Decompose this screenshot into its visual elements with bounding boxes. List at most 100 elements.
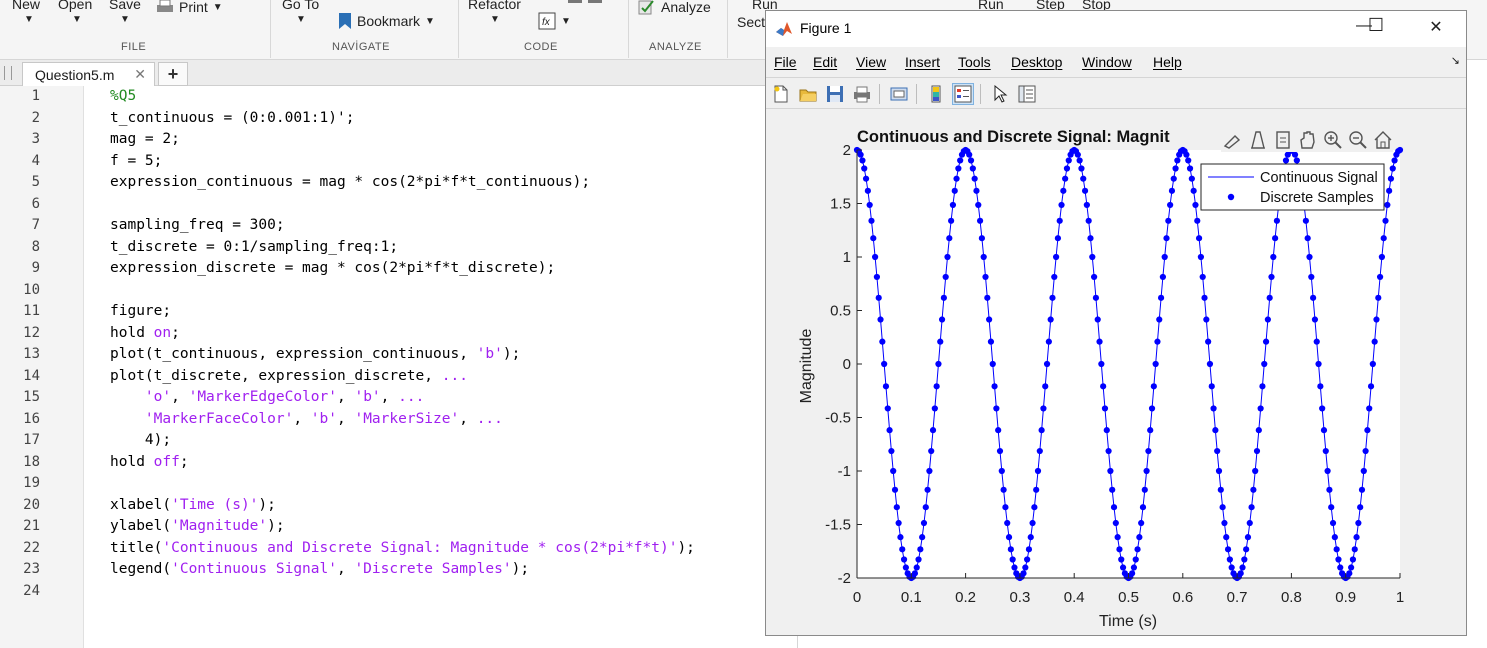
step-button[interactable]: Step [1036, 0, 1065, 12]
data-tips-icon[interactable] [1251, 131, 1265, 149]
property-editor-icon[interactable] [1016, 83, 1038, 105]
new-dropdown-arrow[interactable]: ▼ [24, 14, 34, 25]
code-format-dropdown-arrow[interactable]: ▼ [561, 15, 571, 27]
y-tick-label: -0.5 [825, 410, 851, 427]
discrete-sample-point [1322, 447, 1329, 455]
separator [270, 0, 271, 58]
pan-icon[interactable] [1300, 131, 1315, 149]
tab-question5[interactable]: Question5.m ✕ [22, 62, 155, 86]
line-number: 12 [23, 324, 40, 341]
discrete-sample-point [902, 564, 909, 571]
discrete-sample-point [1261, 360, 1268, 368]
code-line[interactable]: t_discrete = 0:1/sampling_freq:1; [110, 238, 399, 255]
discrete-sample-point [1183, 151, 1190, 158]
open-button[interactable]: Open [58, 0, 93, 12]
discrete-sample-point [1083, 201, 1090, 209]
restore-view-icon[interactable] [1276, 131, 1290, 149]
dock-figure-icon[interactable]: ↘ [1450, 55, 1460, 67]
colorbar-icon[interactable] [925, 83, 947, 105]
print-button[interactable]: Print ▼ [156, 0, 223, 18]
save-dropdown-arrow[interactable]: ▼ [120, 14, 130, 25]
code-line[interactable]: expression_continuous = mag * cos(2*pi*f… [110, 174, 591, 190]
code-line[interactable]: 'o', 'MarkerEdgeColor', 'b', ... [144, 389, 425, 405]
code-line[interactable]: title('Continuous and Discrete Signal: M… [110, 539, 695, 556]
legend[interactable]: Continuous Signal Discrete Samples [1200, 163, 1385, 211]
legend-icon[interactable] [952, 83, 974, 105]
refactor-dropdown-arrow[interactable]: ▼ [490, 14, 500, 25]
code-line[interactable]: legend('Continuous Signal', 'Discrete Sa… [110, 561, 530, 577]
discrete-sample-point [1062, 175, 1069, 182]
discrete-sample-point [951, 187, 958, 194]
menu-file[interactable]: File [774, 54, 797, 70]
save-icon[interactable] [824, 83, 846, 105]
menu-insert[interactable]: Insert [905, 54, 941, 70]
menu-tools[interactable]: Tools [958, 54, 991, 70]
discrete-sample-point [1005, 534, 1013, 541]
code-line[interactable]: 4); [110, 432, 172, 448]
refactor-button[interactable]: Refactor [468, 0, 521, 12]
menu-edit[interactable]: Edit [813, 54, 838, 70]
bookmark-button[interactable]: Bookmark ▼ [338, 10, 435, 32]
close-tab-icon[interactable]: ✕ [134, 66, 146, 82]
code-line[interactable]: hold off; [110, 453, 189, 470]
code-line[interactable]: plot(t_discrete, expression_discrete, ..… [110, 367, 468, 384]
print-preview-icon[interactable] [888, 83, 910, 105]
open-dropdown-arrow[interactable]: ▼ [72, 14, 82, 25]
goto-button[interactable]: Go To [282, 0, 320, 12]
code-line[interactable]: %Q5 [110, 88, 137, 104]
menu-window[interactable]: Window [1082, 54, 1132, 70]
code-line[interactable]: hold on; [110, 324, 180, 341]
code-line[interactable]: t_continuous = (0:0.001:1)'; [110, 109, 355, 126]
discrete-sample-point [955, 165, 962, 172]
discrete-sample-point [1107, 467, 1114, 475]
code-line[interactable]: xlabel('Time (s)'); [110, 496, 276, 513]
bookmark-dropdown-arrow[interactable]: ▼ [425, 15, 435, 27]
run-button[interactable]: Run [978, 0, 1004, 12]
line-number: 14 [23, 367, 40, 384]
discrete-sample-point [857, 151, 864, 158]
brush-icon[interactable] [1223, 135, 1241, 149]
print-dropdown-arrow[interactable]: ▼ [212, 1, 223, 13]
menu-help[interactable]: Help [1153, 54, 1182, 70]
tab-scroll-handle[interactable] [4, 66, 12, 80]
close-window-button[interactable]: ✕ [1429, 19, 1443, 36]
new-figure-icon[interactable] [770, 83, 792, 105]
run-section-button[interactable]: Run [752, 0, 778, 12]
menu-view[interactable]: View [856, 54, 887, 70]
minimize-button[interactable]: — [1356, 17, 1372, 34]
discrete-sample-point [1223, 534, 1230, 541]
zoom-in-icon[interactable] [1324, 131, 1342, 149]
menu-desktop[interactable]: Desktop [1011, 54, 1063, 70]
code-format-button[interactable]: fx ▼ [538, 10, 571, 32]
code-line[interactable]: mag = 2; [110, 131, 180, 147]
discrete-sample-point [1291, 151, 1299, 158]
code-line[interactable]: expression_discrete = mag * cos(2*pi*f*t… [110, 260, 556, 276]
chart-svg[interactable]: 0 0.1 0.2 0.3 0.4 0.5 0.6 0.7 0.8 0.9 1 21.510.50-… [766, 110, 1466, 635]
line-number: 9 [31, 260, 40, 276]
print-icon[interactable] [851, 83, 873, 105]
discrete-sample-point [922, 504, 929, 511]
home-icon[interactable] [1374, 131, 1392, 149]
add-tab-button[interactable]: + [158, 62, 188, 86]
zoom-out-icon[interactable] [1349, 131, 1367, 149]
code-line[interactable]: 'MarkerFaceColor', 'b', 'MarkerSize', ..… [144, 410, 503, 427]
analyze-button[interactable]: Analyze [638, 0, 711, 18]
maximize-button[interactable]: ☐ [1367, 15, 1385, 35]
code-line[interactable]: ylabel('Magnitude'); [110, 518, 285, 534]
code-line[interactable]: figure; [110, 303, 172, 319]
code-line[interactable]: sampling_freq = 300; [110, 217, 285, 233]
code-editor[interactable]: %Q5 t_continuous = (0:0.001:1)'; mag = 2; f… [85, 86, 800, 648]
save-button[interactable]: Save [109, 0, 141, 12]
code-line[interactable]: plot(t_continuous, expression_continuous… [110, 346, 521, 362]
stop-button[interactable]: Stop [1082, 0, 1111, 12]
open-file-icon[interactable] [797, 83, 819, 105]
pointer-icon[interactable] [989, 83, 1011, 105]
y-tick-label: 0.5 [830, 303, 851, 320]
new-button[interactable]: New [12, 0, 41, 12]
discrete-sample-point [1165, 217, 1172, 224]
code-line[interactable]: f = 5; [110, 152, 163, 169]
discrete-sample-point [975, 201, 982, 209]
goto-dropdown-arrow[interactable]: ▼ [296, 14, 306, 25]
y-tick-label: 1.5 [830, 196, 851, 213]
discrete-sample-point [1034, 467, 1042, 475]
